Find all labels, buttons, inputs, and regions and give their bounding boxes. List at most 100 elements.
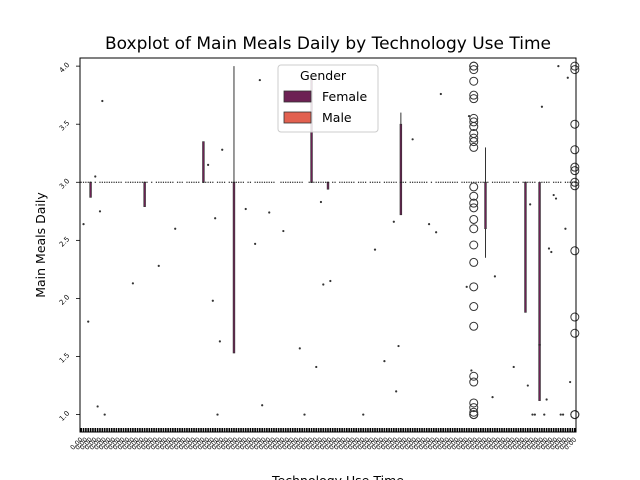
median-marker — [348, 181, 350, 183]
median-marker — [454, 181, 456, 183]
y-tick-label: 1.0 — [58, 409, 72, 423]
data-point — [411, 138, 414, 141]
data-point — [439, 92, 442, 96]
median-marker — [334, 181, 336, 183]
median-marker — [127, 181, 129, 183]
median-marker — [118, 181, 120, 183]
median-marker — [94, 181, 96, 183]
outlier-point — [469, 198, 479, 208]
median-marker — [273, 181, 275, 183]
data-point — [529, 203, 532, 206]
median-marker — [461, 181, 463, 183]
data-point — [557, 65, 560, 68]
median-marker — [534, 181, 536, 183]
median-marker — [249, 181, 252, 183]
data-point — [554, 197, 558, 200]
median-marker — [451, 181, 454, 183]
median-marker — [346, 181, 348, 183]
y-axis-label: Main Meals Daily — [33, 192, 48, 298]
median-marker — [151, 181, 153, 183]
outlier-point — [469, 61, 479, 71]
median-marker — [228, 181, 230, 183]
median-marker — [480, 181, 482, 183]
median-marker — [487, 181, 489, 183]
median-marker — [104, 181, 106, 183]
median-marker — [315, 181, 317, 183]
y-tick-label: 3.0 — [58, 177, 72, 191]
data-point — [174, 227, 177, 230]
median-marker — [390, 181, 393, 183]
median-marker — [444, 181, 447, 183]
median-marker — [402, 181, 404, 183]
median-marker — [134, 181, 136, 183]
median-marker — [111, 181, 113, 183]
data-point — [96, 405, 99, 408]
outlier-point — [570, 410, 580, 420]
median-marker — [139, 181, 141, 183]
box-body — [524, 181, 527, 313]
median-marker — [529, 181, 531, 183]
median-marker — [477, 181, 480, 183]
box-body — [399, 123, 403, 216]
median-marker — [162, 181, 165, 183]
outlier-point — [570, 145, 580, 155]
median-marker — [317, 181, 320, 183]
median-marker — [289, 181, 291, 183]
median-marker — [491, 181, 494, 183]
median-marker — [449, 181, 451, 183]
median-marker — [360, 181, 362, 183]
median-marker — [216, 181, 219, 183]
outlier-point — [469, 133, 479, 143]
legend-swatch-male — [283, 111, 312, 124]
median-marker — [146, 181, 148, 183]
median-marker — [294, 181, 296, 183]
median-marker — [301, 181, 303, 183]
median-marker — [416, 181, 418, 183]
median-marker — [332, 181, 334, 183]
data-point — [383, 360, 386, 363]
median-marker — [270, 181, 273, 183]
median-marker — [517, 181, 520, 183]
median-marker — [80, 181, 82, 183]
data-point — [465, 285, 468, 288]
median-marker — [508, 181, 510, 183]
legend: Gender Female Male — [277, 64, 379, 133]
median-marker — [240, 181, 242, 183]
legend-swatch-female — [283, 90, 312, 103]
data-point — [550, 250, 553, 254]
outlier-point — [469, 282, 479, 292]
median-marker — [564, 181, 567, 183]
data-point — [261, 404, 264, 407]
median-marker — [426, 181, 428, 183]
outlier-point — [570, 65, 580, 75]
outlier-point — [570, 246, 580, 256]
median-marker — [235, 181, 237, 183]
median-marker — [419, 181, 421, 183]
data-point — [101, 99, 104, 103]
median-marker — [115, 181, 118, 183]
data-point — [547, 247, 551, 250]
median-marker — [169, 181, 172, 183]
data-point — [435, 231, 438, 234]
data-point — [322, 283, 325, 286]
outlier-point — [469, 398, 479, 408]
median-marker — [172, 181, 174, 183]
outlier-point — [570, 162, 580, 172]
outlier-point — [570, 181, 580, 191]
median-marker — [223, 181, 226, 183]
median-marker — [470, 181, 472, 183]
median-marker — [404, 181, 407, 183]
median-marker — [395, 181, 397, 183]
chart-title: Boxplot of Main Meals Daily by Technolog… — [105, 34, 551, 54]
outlier-point — [469, 377, 479, 387]
outlier-point — [469, 321, 479, 331]
median-marker — [372, 181, 374, 183]
data-point — [512, 365, 515, 369]
median-marker — [456, 181, 458, 183]
data-point — [531, 413, 534, 416]
median-marker — [179, 181, 181, 183]
median-marker — [546, 181, 548, 183]
median-marker — [531, 181, 534, 183]
median-marker — [181, 181, 183, 183]
